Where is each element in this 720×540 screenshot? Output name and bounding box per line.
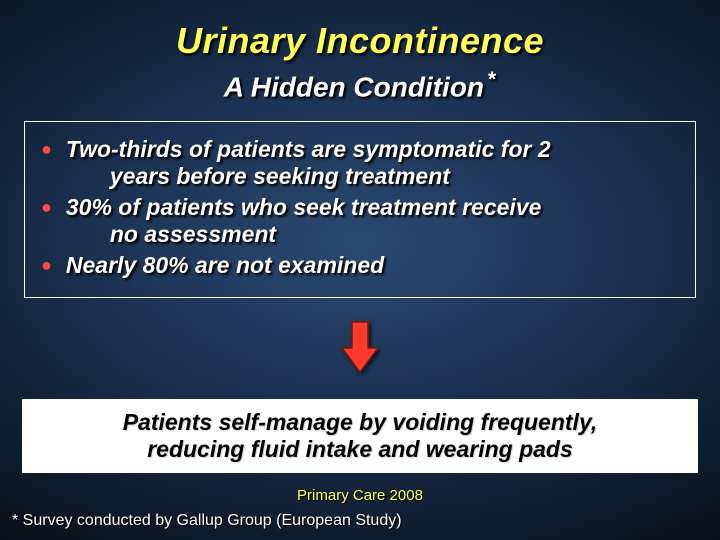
callout-line: Patients self-manage by voiding frequent… xyxy=(38,409,682,436)
bullet-dot-icon: ● xyxy=(41,194,52,220)
bullet-dot-icon: ● xyxy=(41,252,52,278)
bullets-box: ● Two-thirds of patients are symptomatic… xyxy=(24,121,696,298)
bullet-item: ● Two-thirds of patients are symptomatic… xyxy=(39,136,681,190)
slide-subtitle: A Hidden Condition* xyxy=(0,68,720,103)
slide-title: Urinary Incontinence xyxy=(0,0,720,62)
callout-line: reducing fluid intake and wearing pads xyxy=(38,436,682,463)
reference-text: Primary Care 2008 xyxy=(0,487,720,504)
callout-box: Patients self-manage by voiding frequent… xyxy=(22,399,698,473)
bullet-text-line: years before seeking treatment xyxy=(66,163,551,190)
bullet-text-line: Two-thirds of patients are symptomatic f… xyxy=(66,136,551,163)
footnote-text: * Survey conducted by Gallup Group (Euro… xyxy=(12,512,720,530)
subtitle-text: A Hidden Condition xyxy=(224,71,484,102)
down-arrow-wrap xyxy=(0,320,720,379)
down-arrow-icon xyxy=(340,320,380,374)
bullet-item: ● 30% of patients who seek treatment rec… xyxy=(39,194,681,248)
bullet-text-line: no assessment xyxy=(66,221,542,248)
bullet-dot-icon: ● xyxy=(41,136,52,162)
bullet-text-line: Nearly 80% are not examined xyxy=(66,252,384,279)
bullet-text-line: 30% of patients who seek treatment recei… xyxy=(66,194,542,221)
subtitle-asterisk: * xyxy=(488,68,496,91)
bullet-item: ● Nearly 80% are not examined xyxy=(39,252,681,279)
